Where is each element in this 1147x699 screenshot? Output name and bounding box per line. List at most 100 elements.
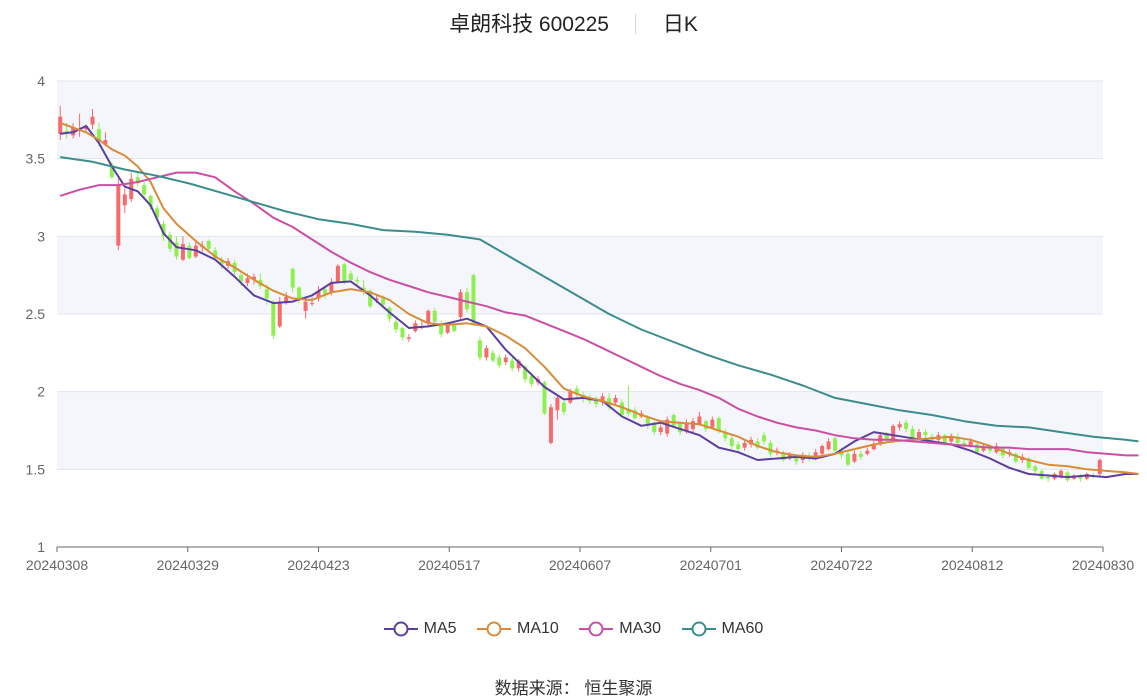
candle-body	[942, 435, 947, 443]
candle-body	[962, 442, 967, 447]
candle-body	[613, 397, 618, 403]
y-tick-label: 4	[37, 73, 45, 89]
candle-body	[381, 298, 386, 305]
y-tick-label: 3	[37, 228, 45, 244]
candle-body	[787, 453, 792, 457]
candle-body	[58, 116, 63, 134]
legend-ma10-icon	[477, 621, 512, 637]
candle-body	[135, 177, 140, 184]
candle-body	[355, 279, 360, 282]
legend-ma5-icon	[383, 621, 418, 637]
candle-body	[406, 337, 411, 339]
y-tick-label: 2	[37, 384, 45, 400]
candle-body	[916, 432, 921, 439]
candle-body	[271, 303, 276, 336]
candle-body	[645, 416, 650, 426]
candle-body	[742, 442, 747, 448]
candle-body	[542, 382, 547, 414]
candle-body	[1026, 458, 1031, 468]
legend-label-ma10: MA10	[517, 620, 559, 637]
candle-body	[813, 452, 818, 459]
candle-body	[891, 425, 896, 442]
candle-body	[684, 422, 689, 431]
candle-body	[871, 444, 876, 450]
candle-body	[600, 396, 605, 403]
candle-body	[658, 427, 663, 433]
candle-body	[1078, 475, 1083, 479]
series-line-ma10	[59, 121, 1139, 475]
candle-body	[1097, 460, 1102, 474]
candle-body	[626, 408, 631, 414]
candle-body	[833, 438, 838, 451]
candle-body	[1059, 470, 1064, 476]
y-tick-label: 1	[37, 539, 45, 555]
candle-body	[820, 446, 825, 454]
candle-body	[794, 456, 799, 462]
candle-body	[594, 399, 599, 405]
candle-body	[736, 444, 741, 450]
title-divider	[635, 14, 637, 34]
candle-body	[368, 290, 373, 307]
x-tick-label: 20240517	[418, 557, 481, 573]
candle-body	[949, 436, 954, 442]
candle-body	[826, 441, 831, 450]
candle-body	[845, 453, 850, 465]
candle-body	[445, 324, 450, 333]
x-tick-label: 20240308	[26, 557, 89, 573]
candle-body	[484, 348, 489, 358]
candle-body	[400, 327, 405, 338]
candle-body	[1013, 453, 1018, 462]
x-tick-label: 20240830	[1072, 557, 1135, 573]
candle-body	[290, 268, 295, 288]
candle-body	[703, 421, 708, 429]
candle-body	[1046, 477, 1051, 479]
candle-body	[665, 419, 670, 434]
candle-body	[697, 416, 702, 425]
candle-body	[174, 242, 179, 257]
candle-body	[710, 419, 715, 428]
candle-body	[897, 424, 902, 428]
candle-body	[975, 444, 980, 453]
legend-item-ma60[interactable]: MA60	[681, 620, 764, 638]
candle-body	[923, 432, 928, 436]
candle-body	[432, 310, 437, 322]
candle-body	[910, 428, 915, 440]
legend-item-ma5[interactable]: MA5	[383, 620, 457, 638]
candle-body	[490, 352, 495, 361]
candle-body	[516, 360, 521, 369]
candle-body	[213, 250, 218, 259]
candle-body	[167, 234, 172, 249]
candle-body	[671, 414, 676, 426]
candle-body	[561, 402, 566, 412]
candle-body	[245, 278, 250, 283]
candle-body	[477, 340, 482, 358]
chart-title-bar: 卓朗科技 600225 日K	[0, 8, 1147, 38]
candle-body	[316, 290, 321, 299]
x-tick-label: 20240812	[941, 557, 1004, 573]
candle-body	[219, 259, 224, 265]
candle-body	[523, 366, 528, 380]
candle-body	[852, 453, 857, 462]
source-label: 数据来源：	[494, 679, 580, 698]
candle-body	[497, 357, 502, 366]
y-tick-label: 1.5	[26, 461, 46, 477]
candle-body	[503, 357, 508, 363]
candle-body	[284, 296, 289, 302]
candle-body	[904, 422, 909, 429]
candle-body	[471, 275, 476, 325]
candle-body	[155, 208, 160, 218]
candle-body	[548, 407, 553, 443]
candle-body	[251, 276, 256, 280]
legend-item-ma10[interactable]: MA10	[477, 620, 559, 638]
candle-body	[303, 301, 308, 311]
candle-body	[529, 376, 534, 384]
candle-body	[103, 140, 108, 145]
candle-body	[988, 447, 993, 451]
candle-body	[335, 265, 340, 282]
candle-body	[884, 433, 889, 440]
grid-band	[57, 81, 1103, 159]
legend-label-ma60: MA60	[721, 620, 764, 637]
legend-item-ma30[interactable]: MA30	[579, 620, 661, 638]
legend-ma30-icon	[579, 621, 614, 637]
